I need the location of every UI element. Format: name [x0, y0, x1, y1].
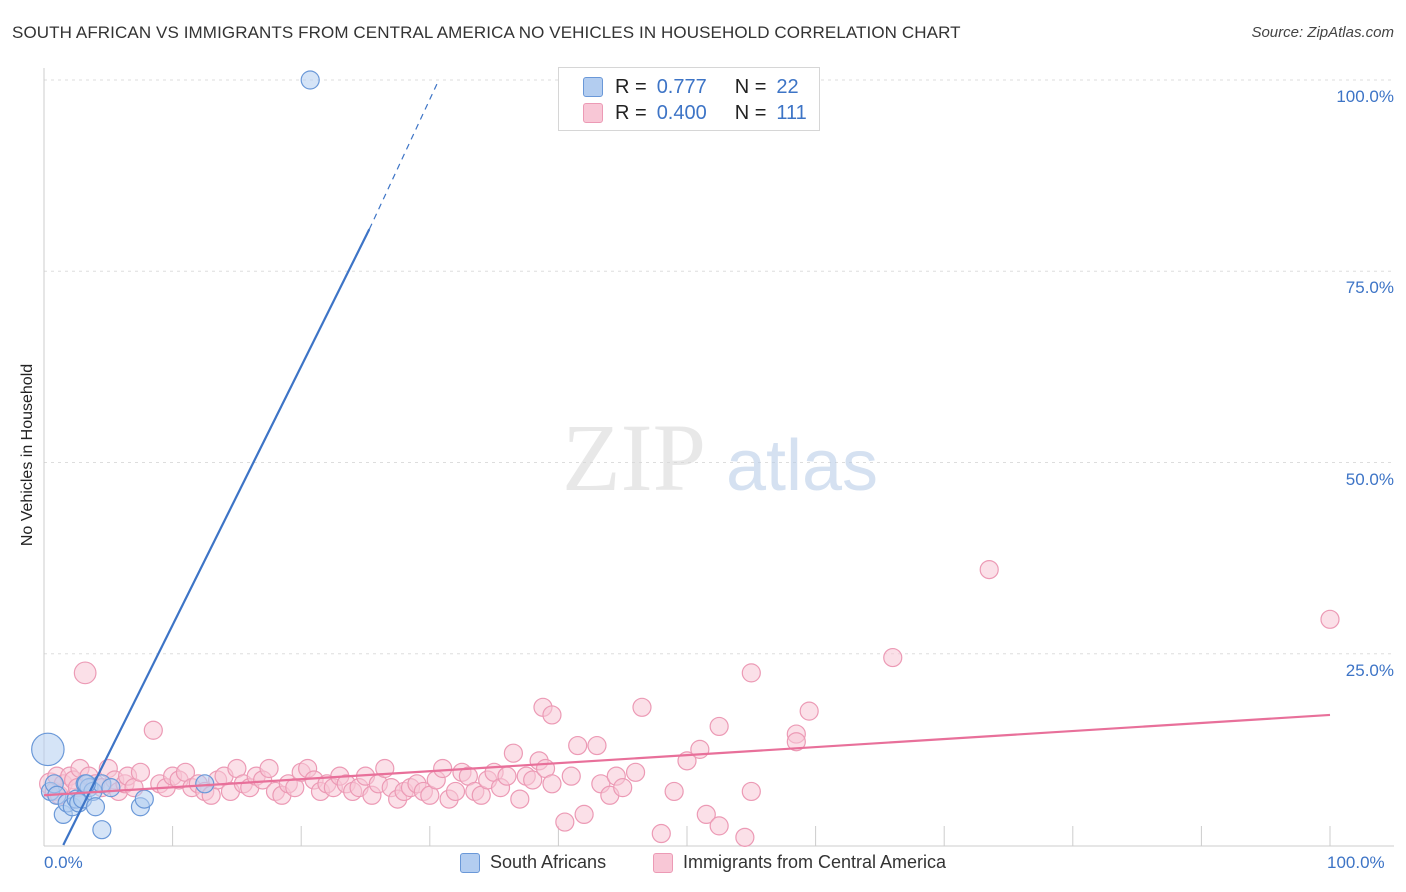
immigrants-points: [39, 559, 1340, 847]
south-african-point: [31, 732, 65, 767]
pink-swatch-icon: [583, 103, 603, 123]
bottom-legend-label: South Africans: [490, 852, 607, 872]
south-african-point: [134, 789, 154, 809]
grid-lines: [44, 79, 1394, 655]
x-tick-max: 100.0%: [1327, 853, 1385, 872]
immigrant-point: [510, 789, 530, 809]
south-africans-points: [31, 70, 320, 840]
immigrant-point: [651, 823, 671, 844]
y-tick-label: 75.0%: [1345, 278, 1394, 298]
chart-title: SOUTH AFRICAN VS IMMIGRANTS FROM CENTRAL…: [12, 23, 961, 42]
bottom-legend-label: Immigrants from Central America: [683, 852, 947, 872]
immigrant-point: [433, 758, 453, 779]
legend-r-label: R =: [615, 101, 647, 124]
immigrant-point: [259, 758, 279, 779]
immigrant-point: [587, 735, 607, 756]
immigrant-point: [568, 735, 588, 756]
source-label: Source: ZipAtlas.com: [1251, 24, 1394, 41]
axes: [43, 68, 1394, 847]
blue-swatch-icon: [583, 77, 603, 97]
immigrant-point: [523, 770, 543, 790]
immigrant-point: [741, 781, 761, 802]
watermark: ZIP atlas: [562, 404, 878, 511]
immigrant-point: [632, 697, 652, 717]
pink-swatch-icon: [653, 852, 673, 873]
legend-n-label: N =: [734, 101, 767, 124]
immigrant-point: [503, 743, 523, 763]
south-africans-trendline-extension: [368, 79, 440, 230]
immigrant-point: [664, 781, 684, 802]
immigrant-point: [883, 647, 903, 668]
immigrant-point: [786, 732, 806, 752]
legend-r-value: 0.777: [656, 75, 707, 98]
immigrant-point: [709, 716, 729, 737]
y-tick-label: 25.0%: [1345, 660, 1394, 680]
immigrant-point: [561, 766, 581, 786]
immigrant-point: [542, 774, 562, 794]
immigrant-point: [73, 661, 97, 685]
immigrant-point: [979, 559, 999, 580]
legend-row-immigrants: R = 0.400 N = 111: [583, 101, 807, 125]
immigrant-point: [574, 804, 594, 825]
legend-n-value: 22: [776, 75, 799, 98]
immigrant-point: [130, 762, 151, 782]
legend-r-value: 0.400: [656, 101, 707, 124]
immigrant-point: [741, 663, 761, 683]
bottom-legend-immigrants: Immigrants from Central America: [653, 852, 946, 873]
x-tick-min: 0.0%: [44, 853, 83, 872]
immigrants-trendline: [43, 713, 1331, 797]
immigrant-point: [542, 705, 562, 725]
y-tick-label: 100.0%: [1336, 87, 1394, 106]
trendlines: [43, 79, 1331, 846]
immigrant-point: [445, 781, 466, 802]
south-african-point: [300, 70, 320, 90]
immigrant-point: [555, 812, 575, 832]
stats-legend: R = 0.777 N = 22 R = 0.400 N = 111: [558, 67, 820, 131]
south-africans-trendline: [62, 228, 371, 846]
south-african-point: [101, 778, 121, 798]
immigrant-point: [1320, 609, 1340, 629]
south-african-point: [85, 797, 106, 817]
immigrant-point: [735, 827, 755, 847]
legend-n-label: N =: [734, 75, 767, 98]
legend-r-label: R =: [615, 75, 647, 98]
y-tick-label: 50.0%: [1345, 469, 1394, 489]
immigrant-point: [143, 720, 163, 740]
blue-swatch-icon: [460, 852, 480, 873]
watermark-zip: ZIP: [562, 404, 706, 511]
bottom-legend-south-africans: South Africans: [460, 852, 606, 873]
immigrant-point: [799, 701, 819, 721]
legend-row-south-africans: R = 0.777 N = 22: [583, 75, 799, 99]
watermark-atlas: atlas: [726, 426, 878, 506]
immigrant-point: [709, 816, 729, 836]
south-african-point: [92, 820, 112, 840]
legend-n-value: 111: [776, 101, 807, 124]
immigrant-point: [497, 766, 517, 786]
immigrant-point: [696, 804, 716, 825]
immigrant-point: [613, 778, 633, 798]
immigrant-point: [625, 762, 646, 782]
